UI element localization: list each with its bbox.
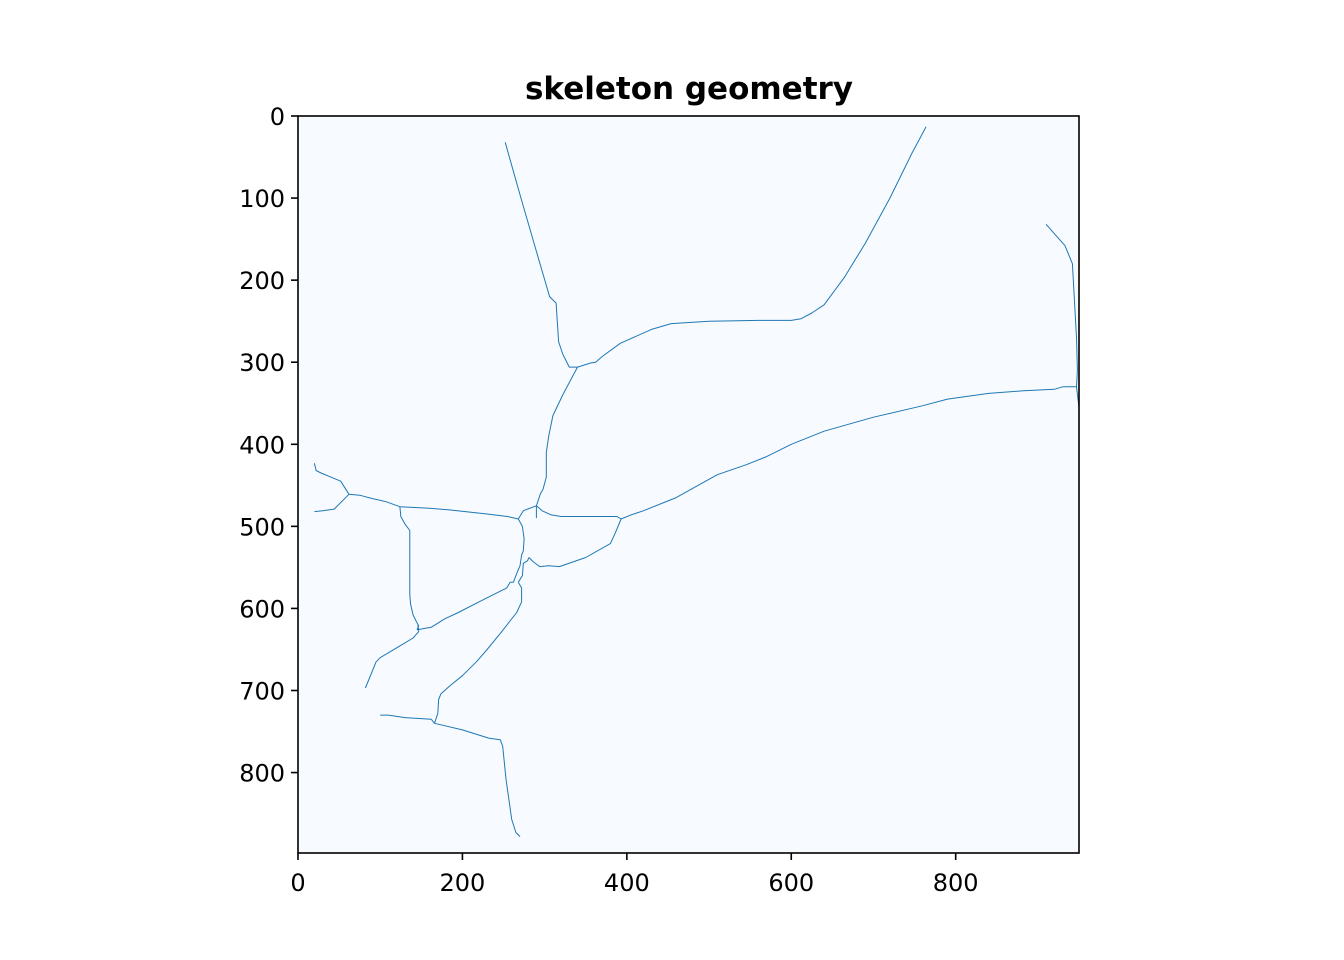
skeleton-branch-14 bbox=[364, 631, 420, 689]
y-tick-label: 800 bbox=[239, 760, 285, 788]
x-tick-label: 800 bbox=[933, 869, 979, 897]
skeleton-branch-3 bbox=[313, 463, 519, 520]
skeleton-branch-2 bbox=[535, 366, 578, 519]
x-tick-label: 600 bbox=[768, 869, 814, 897]
y-axis: 0 100 200 300 400 500 600 700 800 bbox=[239, 103, 298, 788]
y-tick-label: 400 bbox=[239, 431, 285, 459]
skeleton-paths bbox=[313, 126, 1080, 837]
skeleton-branch-12 bbox=[434, 581, 523, 724]
y-tick-label: 200 bbox=[239, 267, 285, 295]
x-tick-label: 400 bbox=[604, 869, 650, 897]
y-tick-label: 600 bbox=[239, 595, 285, 623]
y-tick-label: 0 bbox=[270, 103, 285, 131]
plot-frame bbox=[297, 115, 1080, 854]
x-tick-label: 200 bbox=[440, 869, 486, 897]
plot-area-background bbox=[298, 116, 1079, 853]
x-axis: 0 200 400 600 800 bbox=[290, 853, 979, 897]
skeleton-branch-11 bbox=[517, 557, 530, 583]
skeleton-branch-4 bbox=[314, 493, 350, 513]
skeleton-branch-13 bbox=[399, 506, 420, 632]
y-tick-label: 100 bbox=[239, 185, 285, 213]
skeleton-branch-10 bbox=[416, 518, 525, 631]
y-tick-label: 500 bbox=[239, 513, 285, 541]
skeleton-branch-5 bbox=[517, 505, 622, 520]
chart-title: skeleton geometry bbox=[525, 71, 853, 107]
skeleton-branch-15 bbox=[380, 714, 521, 837]
x-tick-label: 0 bbox=[290, 869, 305, 897]
skeleton-branch-1 bbox=[504, 126, 927, 368]
y-tick-label: 300 bbox=[239, 349, 285, 377]
y-tick-label: 700 bbox=[239, 677, 285, 705]
skeleton-branch-9 bbox=[528, 518, 622, 568]
skeleton-branch-6 bbox=[620, 386, 1077, 520]
skeleton-branch-8 bbox=[1045, 223, 1078, 387]
